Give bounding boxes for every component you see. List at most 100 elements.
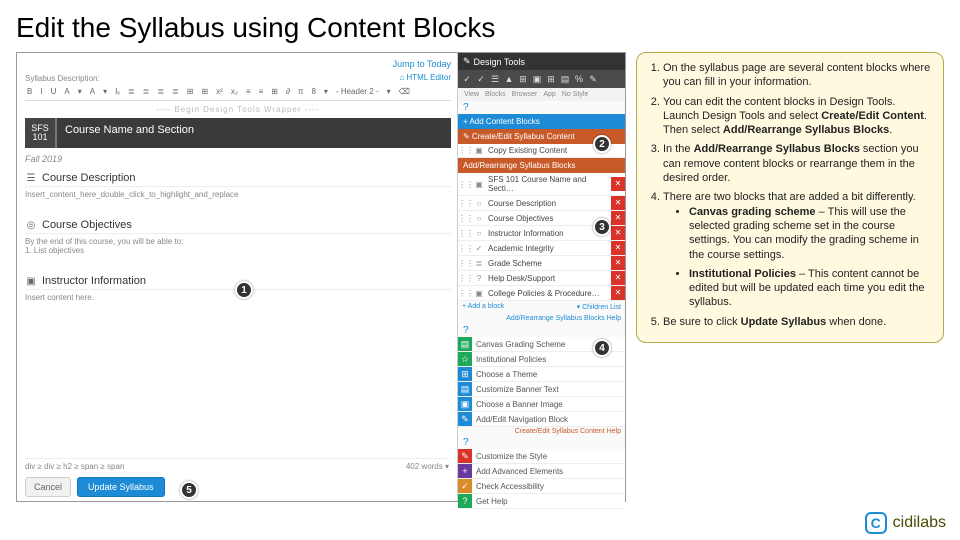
- jump-to-today-link[interactable]: Jump to Today: [25, 59, 451, 69]
- add-content-blocks-button[interactable]: + Add Content Blocks: [458, 114, 625, 129]
- design-tools-panel: ✎ Design Tools ✓✓☰▲⊞▣⊞▤%✎ ViewBlocksBrow…: [457, 53, 625, 501]
- children-list-link[interactable]: ▾ Children List: [577, 303, 621, 311]
- badge-4: 4: [593, 339, 611, 357]
- dt-toolbar-icon[interactable]: ✎: [587, 73, 599, 85]
- syllabus-block-row[interactable]: ⋮⋮▣College Policies & Procedure…✕: [458, 286, 625, 301]
- create-edit-help-link[interactable]: Create/Edit Syllabus Content Help: [458, 427, 625, 436]
- dt-extra-row[interactable]: ?Get Help: [458, 494, 625, 509]
- dt-action-row[interactable]: ⊞Choose a Theme: [458, 367, 625, 382]
- toolbar-button[interactable]: ▾: [101, 86, 109, 97]
- cancel-button[interactable]: Cancel: [25, 477, 71, 497]
- toolbar-button[interactable]: ⊞: [199, 86, 210, 97]
- syllabus-block-row[interactable]: ⋮⋮?Help Desk/Support✕: [458, 271, 625, 286]
- instruction-substep: Canvas grading scheme – This will use th…: [689, 205, 933, 262]
- instruction-step: You can edit the content blocks in Desig…: [663, 95, 933, 138]
- rearrange-help-link[interactable]: Add/Rearrange Syllabus Blocks Help: [458, 313, 625, 324]
- toolbar-button[interactable]: A: [62, 86, 71, 97]
- toolbar-button[interactable]: Iₓ: [113, 86, 122, 97]
- dt-action-row[interactable]: ✎Add/Edit Navigation Block: [458, 412, 625, 427]
- dt-sub-tab[interactable]: Blocks: [483, 90, 508, 99]
- syllabus-block[interactable]: ☰Course DescriptionInsert_content_here_d…: [25, 170, 451, 209]
- dt-extra-row[interactable]: ✎Customize the Style: [458, 449, 625, 464]
- dt-extra-row[interactable]: ✓Check Accessibility: [458, 479, 625, 494]
- toolbar-button[interactable]: A: [88, 86, 97, 97]
- dt-extra-row[interactable]: +Add Advanced Elements: [458, 464, 625, 479]
- help-icon[interactable]: ?: [458, 101, 625, 114]
- remove-icon[interactable]: ✕: [611, 241, 625, 255]
- dt-title: ✎ Design Tools: [458, 53, 625, 70]
- syllabus-block-row[interactable]: ⋮⋮○Course Description✕: [458, 196, 625, 211]
- toolbar-button[interactable]: ⊞: [185, 86, 196, 97]
- toolbar-button[interactable]: ≣: [155, 86, 166, 97]
- dt-toolbar-icon[interactable]: %: [573, 73, 585, 85]
- brand-logo: C cidilabs: [865, 512, 946, 534]
- remove-icon[interactable]: ✕: [611, 177, 625, 191]
- dt-sub-tab[interactable]: No Style: [560, 90, 590, 99]
- remove-icon[interactable]: ✕: [611, 271, 625, 285]
- dt-toolbar-icon[interactable]: ✓: [475, 73, 487, 85]
- badge-2: 2: [593, 135, 611, 153]
- dt-sub-tab[interactable]: App: [541, 90, 557, 99]
- add-rearrange-syllabus-blocks[interactable]: Add/Rearrange Syllabus Blocks: [458, 158, 625, 173]
- instructions-callout: On the syllabus page are several content…: [636, 52, 944, 343]
- toolbar-button[interactable]: ≣: [170, 86, 181, 97]
- badge-3: 3: [593, 218, 611, 236]
- dt-toolbar-icon[interactable]: ⊞: [545, 73, 557, 85]
- term-label: Fall 2019: [25, 154, 451, 164]
- html-editor-link[interactable]: ⌂ HTML Editor: [399, 73, 451, 82]
- dt-toolbar-icon[interactable]: ▤: [559, 73, 571, 85]
- toolbar-button[interactable]: U: [49, 86, 59, 97]
- toolbar-button[interactable]: ▾: [385, 86, 393, 97]
- syllabus-block-row[interactable]: ⋮⋮✓Academic Integrity✕: [458, 241, 625, 256]
- toolbar-button[interactable]: 8: [309, 86, 317, 97]
- syllabus-desc-label: Syllabus Description:: [25, 74, 100, 83]
- remove-icon[interactable]: ✕: [611, 226, 625, 240]
- toolbar-button[interactable]: x²: [214, 86, 225, 97]
- dt-sub-tab[interactable]: View: [462, 90, 481, 99]
- toolbar-button[interactable]: π: [296, 86, 306, 97]
- word-count: 402 words ▾: [406, 462, 449, 471]
- toolbar-button[interactable]: ∂: [284, 86, 292, 97]
- help-icon-2[interactable]: ?: [458, 324, 625, 337]
- course-name-banner: Course Name and Section: [55, 118, 451, 148]
- syllabus-block[interactable]: ◎Course ObjectivesBy the end of this cou…: [25, 217, 451, 265]
- dt-action-row[interactable]: ▤Customize Banner Text: [458, 382, 625, 397]
- rce-toolbar[interactable]: BIUA▾A▾Iₓ≣≣≣≣⊞⊞x²x₂≡≡⊞∂π8▾- Header 2 -▾⌫: [25, 83, 451, 101]
- dt-toolbar-icon[interactable]: ☰: [489, 73, 501, 85]
- instruction-step: Be sure to click Update Syllabus when do…: [663, 315, 933, 329]
- remove-icon[interactable]: ✕: [611, 256, 625, 270]
- toolbar-button[interactable]: ▾: [322, 86, 330, 97]
- dt-toolbar-icon[interactable]: ✓: [461, 73, 473, 85]
- dt-toolbar-icon[interactable]: ▣: [531, 73, 543, 85]
- syllabus-block-row[interactable]: ⋮⋮▣SFS 101 Course Name and Secti…✕: [458, 173, 625, 196]
- toolbar-button[interactable]: ≣: [141, 86, 152, 97]
- remove-icon[interactable]: ✕: [611, 286, 625, 300]
- instruction-step: There are two blocks that are added a bi…: [663, 190, 933, 309]
- toolbar-button[interactable]: B: [25, 86, 34, 97]
- editor-zone: Jump to Today Syllabus Description: ⌂ HT…: [17, 53, 457, 501]
- syllabus-block-row[interactable]: ⋮⋮≣Grade Scheme✕: [458, 256, 625, 271]
- remove-icon[interactable]: ✕: [611, 211, 625, 225]
- toolbar-button[interactable]: ⊞: [269, 86, 280, 97]
- brand-icon: C: [865, 512, 887, 534]
- dt-toolbar-icon[interactable]: ⊞: [517, 73, 529, 85]
- dt-sub-tabs[interactable]: ViewBlocksBrowserAppNo Style: [458, 88, 625, 101]
- toolbar-button[interactable]: ▾: [76, 86, 84, 97]
- help-icon-3[interactable]: ?: [458, 436, 625, 449]
- toolbar-button[interactable]: I: [38, 86, 44, 97]
- dt-sub-tab[interactable]: Browser: [510, 90, 540, 99]
- toolbar-button[interactable]: ≡: [244, 86, 253, 97]
- dt-action-row[interactable]: ▣Choose a Banner Image: [458, 397, 625, 412]
- toolbar-button[interactable]: x₂: [229, 86, 240, 97]
- update-syllabus-button[interactable]: Update Syllabus: [77, 477, 165, 497]
- toolbar-button[interactable]: - Header 2 -: [334, 86, 381, 97]
- toolbar-button[interactable]: ≣: [126, 86, 137, 97]
- badge-5: 5: [180, 481, 198, 499]
- remove-icon[interactable]: ✕: [611, 196, 625, 210]
- path-status: div ≥ div ≥ h2 ≥ span ≥ span: [25, 462, 124, 471]
- add-a-block-link[interactable]: + Add a block: [462, 303, 504, 311]
- toolbar-button[interactable]: ⌫: [397, 86, 412, 97]
- dt-toolbar-icon[interactable]: ▲: [503, 73, 515, 85]
- toolbar-button[interactable]: ≡: [257, 86, 266, 97]
- dt-icon-row[interactable]: ✓✓☰▲⊞▣⊞▤%✎: [458, 70, 625, 88]
